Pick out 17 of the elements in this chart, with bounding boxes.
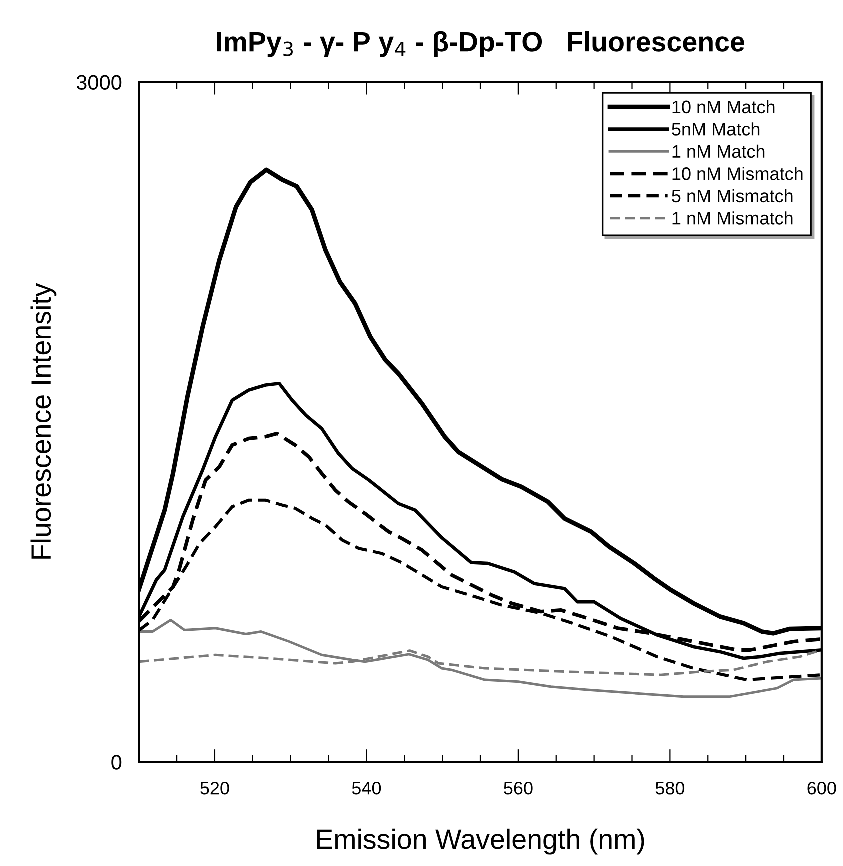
y-tick-label: 3000 bbox=[76, 75, 122, 90]
chart-title: ImPy$_{3}$ - γ- P y$_{4}$ - β-Dp-TO Fluorescence bbox=[217, 31, 745, 58]
x-tick-label: 520 bbox=[200, 782, 230, 795]
legend-label: 1 nM Mismatch bbox=[672, 212, 793, 225]
legend-label: 5 nM Mismatch bbox=[672, 189, 793, 203]
legend-label: 10 nM Mismatch bbox=[672, 167, 803, 180]
x-tick-label: 600 bbox=[808, 782, 836, 795]
x-tick-label: 580 bbox=[656, 782, 685, 795]
legend-label: 1 nM Match bbox=[672, 144, 765, 158]
line-series bbox=[139, 618, 822, 698]
legend-label: 5nM Match bbox=[672, 122, 760, 136]
x-tick-label: 540 bbox=[352, 782, 382, 795]
y-axis-title: Fluorescence Intensity bbox=[30, 283, 57, 559]
y-tick-label: 0 bbox=[112, 755, 122, 770]
x-tick-label: 560 bbox=[504, 782, 533, 795]
legend-label: 10 nM Match bbox=[672, 100, 775, 114]
x-axis-title: Emission Wavelength (nm) bbox=[317, 828, 644, 855]
